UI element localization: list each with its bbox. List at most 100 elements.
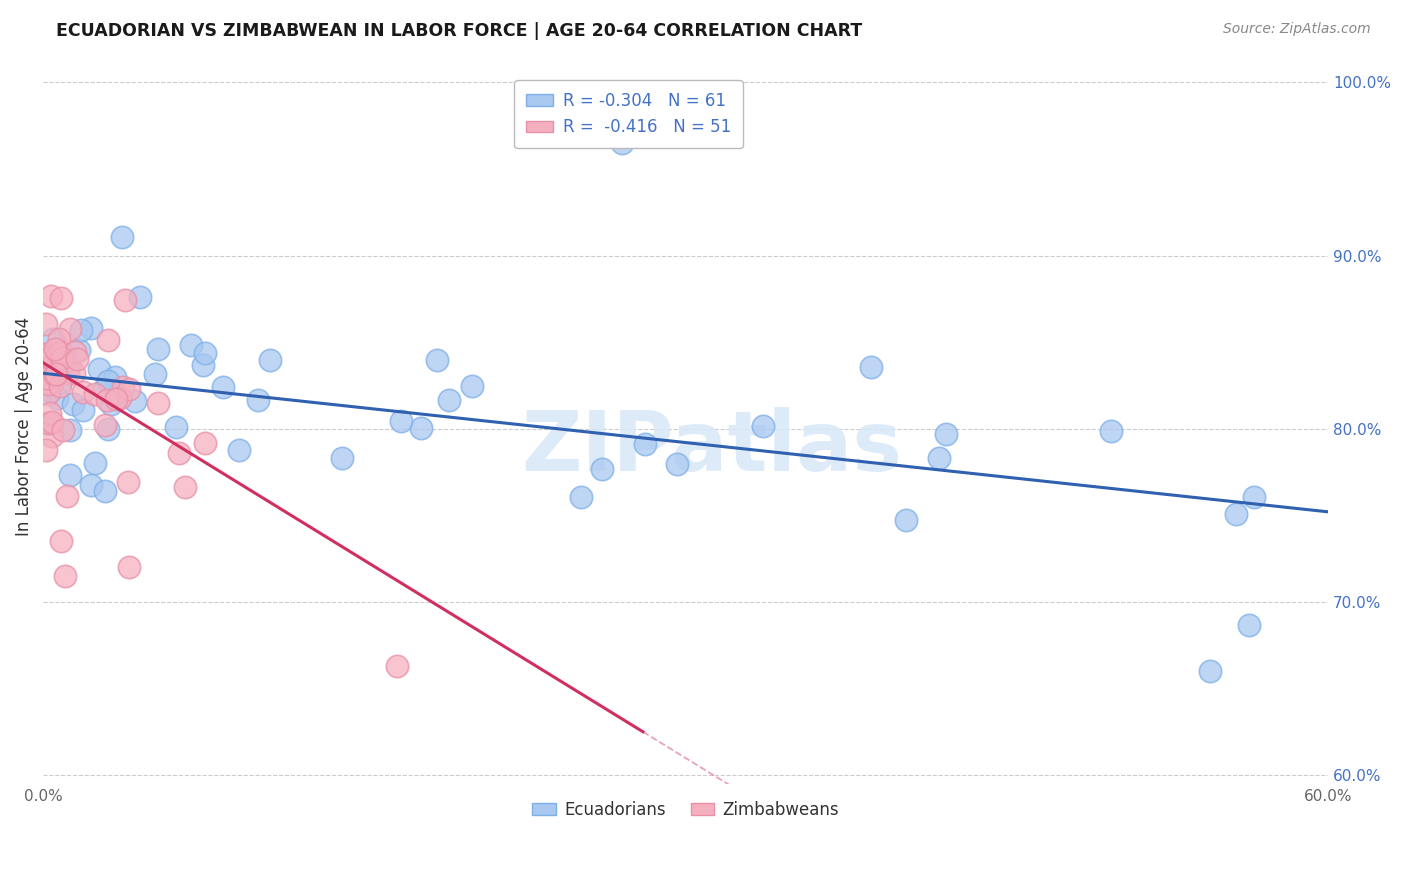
Point <box>111 380 134 394</box>
Point <box>165 419 187 434</box>
Point <box>42 355 65 369</box>
Point <box>49 344 72 359</box>
Point <box>117 475 139 490</box>
Point <box>44 368 66 383</box>
Point <box>124 394 146 409</box>
Point <box>935 427 957 442</box>
Point <box>571 490 593 504</box>
Point <box>194 345 217 359</box>
Point <box>118 560 141 574</box>
Point <box>37 416 59 430</box>
Point <box>41 376 63 390</box>
Point <box>211 380 233 394</box>
Point <box>97 374 120 388</box>
Point <box>41 429 63 443</box>
Point <box>634 437 657 451</box>
Point <box>51 423 73 437</box>
Point <box>37 377 59 392</box>
Point <box>37 387 59 401</box>
Point <box>1225 507 1247 521</box>
Point <box>1243 490 1265 504</box>
Point <box>114 293 136 308</box>
Point <box>55 350 77 364</box>
Point <box>42 332 65 346</box>
Point <box>49 291 72 305</box>
Point <box>38 406 60 420</box>
Point <box>1199 664 1222 678</box>
Point <box>110 391 132 405</box>
Point <box>39 288 62 302</box>
Point <box>55 490 77 504</box>
Point <box>591 462 613 476</box>
Point <box>860 360 883 375</box>
Point <box>62 397 84 411</box>
Point <box>752 419 775 434</box>
Point <box>38 350 60 364</box>
Point <box>51 351 73 365</box>
Point <box>437 393 460 408</box>
Point <box>65 345 87 359</box>
Point <box>66 352 89 367</box>
Text: ZIPatlas: ZIPatlas <box>522 407 903 488</box>
Point <box>72 384 94 399</box>
Point <box>83 456 105 470</box>
Point <box>167 446 190 460</box>
Point <box>72 403 94 417</box>
Point <box>46 346 69 360</box>
Point <box>409 421 432 435</box>
Point <box>97 333 120 347</box>
Point <box>35 443 58 458</box>
Point <box>330 450 353 465</box>
Point <box>70 322 93 336</box>
Point <box>56 366 79 380</box>
Point <box>259 353 281 368</box>
Point <box>928 451 950 466</box>
Point <box>1237 618 1260 632</box>
Point <box>58 358 80 372</box>
Point <box>665 457 688 471</box>
Point <box>93 382 115 396</box>
Point <box>94 483 117 498</box>
Text: Source: ZipAtlas.com: Source: ZipAtlas.com <box>1223 22 1371 37</box>
Point <box>228 443 250 458</box>
Point <box>39 384 62 398</box>
Point <box>425 352 447 367</box>
Point <box>48 332 70 346</box>
Point <box>118 383 141 397</box>
Point <box>146 342 169 356</box>
Point <box>246 393 269 408</box>
Point <box>49 375 72 389</box>
Point <box>46 392 69 406</box>
Legend: Ecuadorians, Zimbabweans: Ecuadorians, Zimbabweans <box>526 794 846 825</box>
Point <box>80 320 103 334</box>
Point <box>83 386 105 401</box>
Point <box>389 414 412 428</box>
Point <box>96 392 118 407</box>
Point <box>191 358 214 372</box>
Point <box>385 659 408 673</box>
Point <box>39 372 62 386</box>
Point <box>100 397 122 411</box>
Point <box>89 361 111 376</box>
Point <box>38 416 60 430</box>
Point <box>35 362 58 376</box>
Point <box>104 369 127 384</box>
Point <box>35 317 58 331</box>
Y-axis label: In Labor Force | Age 20-64: In Labor Force | Age 20-64 <box>15 317 32 536</box>
Point <box>53 569 76 583</box>
Point <box>41 415 63 429</box>
Point <box>146 396 169 410</box>
Point <box>44 342 66 356</box>
Point <box>49 379 72 393</box>
Point <box>59 322 82 336</box>
Point <box>97 422 120 436</box>
Point <box>80 478 103 492</box>
Point <box>1099 424 1122 438</box>
Point <box>174 479 197 493</box>
Point <box>59 467 82 482</box>
Point <box>62 367 84 381</box>
Point <box>49 534 72 549</box>
Point <box>111 229 134 244</box>
Point <box>38 346 60 360</box>
Point <box>610 136 633 150</box>
